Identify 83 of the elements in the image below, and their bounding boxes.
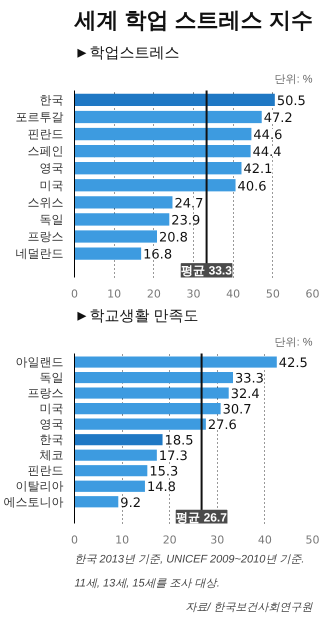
data-label: 50.5 bbox=[276, 94, 306, 109]
bar bbox=[74, 356, 277, 368]
text: 11세, 13세, 15세를 조사 대상. bbox=[74, 578, 220, 590]
text: 한국 2013년 기준, UNICEF 2009~2010년 기준. bbox=[74, 554, 304, 566]
x-tick-label: 60 bbox=[306, 288, 320, 300]
text: 단위: % bbox=[274, 74, 313, 86]
y-tick-label: 프랑스 bbox=[28, 386, 64, 400]
bar bbox=[74, 179, 236, 192]
y-tick-label: 스위스 bbox=[28, 195, 64, 210]
x-tick-label: 50 bbox=[266, 288, 280, 300]
data-label: 40.6 bbox=[238, 179, 266, 194]
y-tick-label: 미국 bbox=[40, 178, 64, 192]
x-tick-label: 20 bbox=[162, 534, 177, 546]
chart-subtitle: ►학업스트레스 bbox=[74, 44, 180, 62]
data-label: 23.9 bbox=[171, 213, 200, 228]
bar bbox=[74, 372, 234, 384]
bar bbox=[74, 403, 221, 414]
y-tick-label: 포르투갈 bbox=[16, 110, 64, 124]
y-tick-label: 영국 bbox=[40, 161, 64, 176]
data-label: 18.5 bbox=[164, 434, 194, 449]
y-tick-label: 핀란드 bbox=[28, 464, 64, 478]
bar bbox=[74, 465, 148, 476]
x-tick-label: 40 bbox=[226, 288, 240, 300]
y-tick-label: 한국 bbox=[40, 432, 64, 447]
y-tick-label: 아일랜드 bbox=[16, 355, 64, 370]
bar bbox=[74, 418, 206, 430]
y-tick-label: 영국 bbox=[40, 417, 64, 432]
chart-title: ►학교생활 만족도 bbox=[74, 308, 199, 324]
y-tick-label: 핀란드 bbox=[28, 127, 64, 142]
text: 단위: % bbox=[274, 336, 313, 348]
bar bbox=[74, 388, 229, 399]
bar bbox=[74, 128, 252, 140]
x-tick-label: 10 bbox=[107, 288, 122, 300]
bar bbox=[74, 213, 170, 226]
ref-line-label: 평균 26.7 bbox=[176, 510, 228, 524]
x-tick-label: 10 bbox=[115, 534, 130, 546]
x-tick-label: 20 bbox=[146, 288, 161, 300]
y-tick-label: 이탈리아 bbox=[16, 479, 64, 494]
y-tick-label: 독일 bbox=[40, 212, 64, 226]
x-tick-label: 30 bbox=[210, 534, 224, 546]
data-label: 33.3 bbox=[235, 372, 264, 387]
ref-line-label: 평균 33.3 bbox=[181, 264, 232, 278]
x-tick-label: 40 bbox=[258, 534, 272, 546]
bar bbox=[74, 230, 158, 243]
y-tick-label: 네덜란드 bbox=[16, 246, 64, 261]
chart-title: 세계 학업 스트레스 지수 bbox=[74, 8, 313, 32]
data-label: 20.8 bbox=[159, 230, 188, 246]
data-label: 17.3 bbox=[158, 449, 188, 464]
y-tick-label: 프랑스 bbox=[28, 230, 64, 244]
data-label: 30.7 bbox=[222, 402, 252, 418]
y-tick-label: 한국 bbox=[40, 92, 64, 107]
bar bbox=[74, 144, 251, 158]
bar bbox=[74, 450, 157, 461]
bar bbox=[74, 162, 242, 174]
x-tick-label: 30 bbox=[186, 288, 200, 300]
bar bbox=[74, 247, 142, 260]
data-label: 32.4 bbox=[230, 387, 260, 402]
bar bbox=[74, 496, 118, 508]
x-tick-label: 0 bbox=[71, 288, 78, 300]
data-label: 42.5 bbox=[278, 356, 308, 372]
text: 자료/ 한국보건사회연구원 bbox=[185, 602, 314, 614]
bar bbox=[74, 110, 262, 124]
data-label: 47.2 bbox=[264, 110, 293, 126]
data-label: 44.6 bbox=[253, 128, 282, 144]
bar bbox=[74, 480, 145, 492]
y-tick-label: 독일 bbox=[40, 370, 64, 385]
data-label: 16.8 bbox=[143, 248, 172, 263]
data-label: 24.7 bbox=[174, 196, 204, 212]
data-label: 15.3 bbox=[149, 464, 178, 480]
x-tick-label: 50 bbox=[306, 534, 320, 546]
x-tick-label: 0 bbox=[71, 534, 78, 546]
data-label: 27.6 bbox=[208, 418, 237, 434]
y-tick-label: 스페인 bbox=[28, 144, 64, 158]
y-tick-label: 미국 bbox=[40, 402, 64, 416]
y-tick-label: 에스토니아 bbox=[4, 494, 64, 509]
data-label: 9.2 bbox=[120, 496, 141, 511]
y-tick-label: 체코 bbox=[40, 448, 64, 462]
bar bbox=[74, 434, 163, 446]
data-label: 44.4 bbox=[252, 145, 282, 160]
data-label: 42.1 bbox=[243, 162, 272, 178]
data-label: 14.8 bbox=[146, 480, 176, 496]
bar bbox=[74, 94, 275, 106]
bar bbox=[74, 196, 172, 209]
